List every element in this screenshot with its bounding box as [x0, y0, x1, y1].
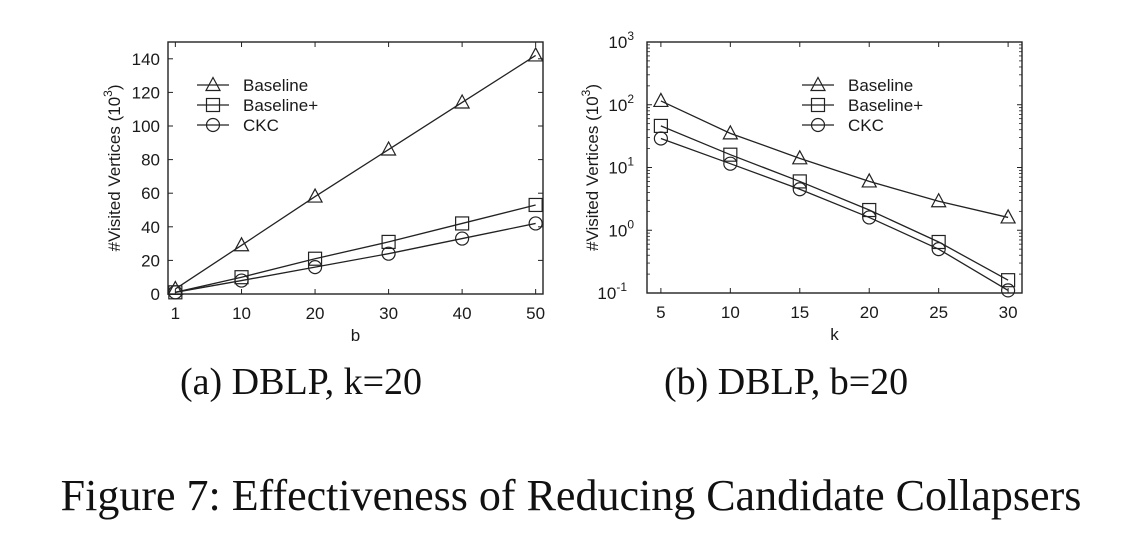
data-point-square: [1001, 273, 1016, 288]
data-point-triangle: [722, 124, 739, 140]
series-line: [175, 222, 536, 293]
y-tick-label: 80: [141, 151, 160, 170]
data-point-circle: [168, 285, 183, 300]
data-point-square: [381, 234, 396, 250]
y-axis-label: #Visited Vertices (103): [579, 84, 602, 251]
x-tick-label: 1: [171, 304, 180, 323]
y-tick-label: 120: [132, 83, 160, 102]
data-point-square: [792, 174, 807, 189]
legend-label: Baseline: [243, 76, 308, 95]
series-baseline: [652, 92, 1017, 224]
legend-label: Baseline+: [848, 96, 923, 115]
data-point-circle: [234, 273, 249, 288]
data-point-triangle: [233, 236, 250, 252]
data-point-triangle: [307, 187, 324, 203]
x-tick-label: 20: [860, 303, 879, 322]
data-point-triangle: [930, 192, 947, 208]
x-tick-label: 30: [999, 303, 1018, 322]
legend-triangle-icon: [809, 76, 827, 92]
subcaption-b: (b) DBLP, b=20: [664, 361, 909, 403]
y-tick-label: 103: [608, 29, 634, 52]
data-point-triangle: [454, 93, 471, 109]
series-ckc: [653, 131, 1016, 298]
x-axis-label: k: [830, 325, 839, 344]
data-point-circle: [1001, 283, 1016, 298]
data-point-triangle: [791, 149, 808, 165]
x-tick-label: 10: [721, 303, 740, 322]
data-point-square: [862, 202, 877, 218]
x-tick-label: 10: [232, 304, 251, 323]
y-axis-label: #Visited Vertices (103): [101, 84, 124, 251]
data-point-square: [234, 270, 249, 285]
legend-square-icon: [205, 97, 221, 113]
legend-circle-icon: [810, 117, 826, 133]
y-tick-label: 10-1: [597, 280, 627, 303]
legend-label: Baseline: [848, 76, 913, 95]
data-point-circle: [931, 242, 946, 257]
series-ckc: [168, 216, 543, 300]
y-tick-label: 20: [141, 251, 160, 270]
data-point-triangle: [167, 280, 184, 296]
chart-b-plot: 5 10 15 20 25 30 10-1 100 101 102 103 k #Visited Ver…: [579, 29, 1023, 344]
series-baseline-plus: [653, 118, 1016, 288]
x-tick-label: 20: [306, 304, 325, 323]
data-point-square: [307, 251, 323, 266]
data-point-square: [528, 197, 543, 213]
chart-a-plot: 1 10 20 30 40 50 0 20 40 60 80 100 120 140 b #Visited V…: [101, 41, 545, 345]
figure-caption: Figure 7: Effectiveness of Reducing Cand…: [60, 471, 1082, 520]
y-tick-label: 140: [132, 50, 160, 69]
data-point-triangle: [527, 46, 544, 62]
data-point-triangle: [1000, 208, 1017, 224]
plot-frame: [167, 41, 544, 295]
legend-label: CKC: [848, 116, 884, 135]
legend-label: Baseline+: [243, 96, 318, 115]
data-point-circle: [862, 210, 877, 225]
data-point-circle: [307, 260, 323, 275]
y-tick-label: 40: [141, 218, 160, 237]
data-point-square: [723, 147, 738, 162]
data-point-circle: [723, 156, 738, 171]
subcaption-a: (a) DBLP, k=20: [180, 361, 423, 403]
data-point-circle: [528, 216, 543, 231]
x-tick-label: 25: [929, 303, 948, 322]
x-tick-label: 5: [656, 303, 665, 322]
series-baseline: [167, 46, 544, 296]
data-point-triangle: [652, 92, 669, 108]
series-line: [660, 100, 1009, 219]
series-line: [660, 125, 1009, 281]
x-axis-label: b: [351, 326, 360, 345]
series-line: [175, 204, 536, 293]
data-point-circle: [653, 131, 668, 146]
data-point-triangle: [861, 172, 878, 188]
data-point-square: [455, 216, 470, 231]
y-tick-label: 100: [608, 217, 634, 240]
legend-circle-icon: [205, 117, 221, 133]
legend-square-icon: [810, 97, 826, 113]
legend-triangle-icon: [204, 76, 222, 92]
x-tick-label: 15: [790, 303, 809, 322]
y-tick-label: 101: [608, 155, 634, 178]
data-point-circle: [455, 231, 470, 246]
y-tick-label: 100: [132, 117, 160, 136]
y-tick-label: 102: [608, 92, 634, 115]
data-point-circle: [381, 246, 396, 261]
x-tick-label: 30: [379, 304, 398, 323]
data-point-triangle: [380, 140, 397, 156]
data-point-circle: [792, 182, 807, 197]
legend-label: CKC: [243, 116, 279, 135]
plot-frame: [646, 41, 1023, 294]
series-line: [174, 54, 536, 290]
y-tick-label: 0: [151, 285, 160, 304]
series-line: [660, 137, 1009, 291]
x-tick-label: 50: [526, 304, 545, 323]
y-tick-label: 60: [141, 184, 160, 203]
x-tick-label: 40: [453, 304, 472, 323]
